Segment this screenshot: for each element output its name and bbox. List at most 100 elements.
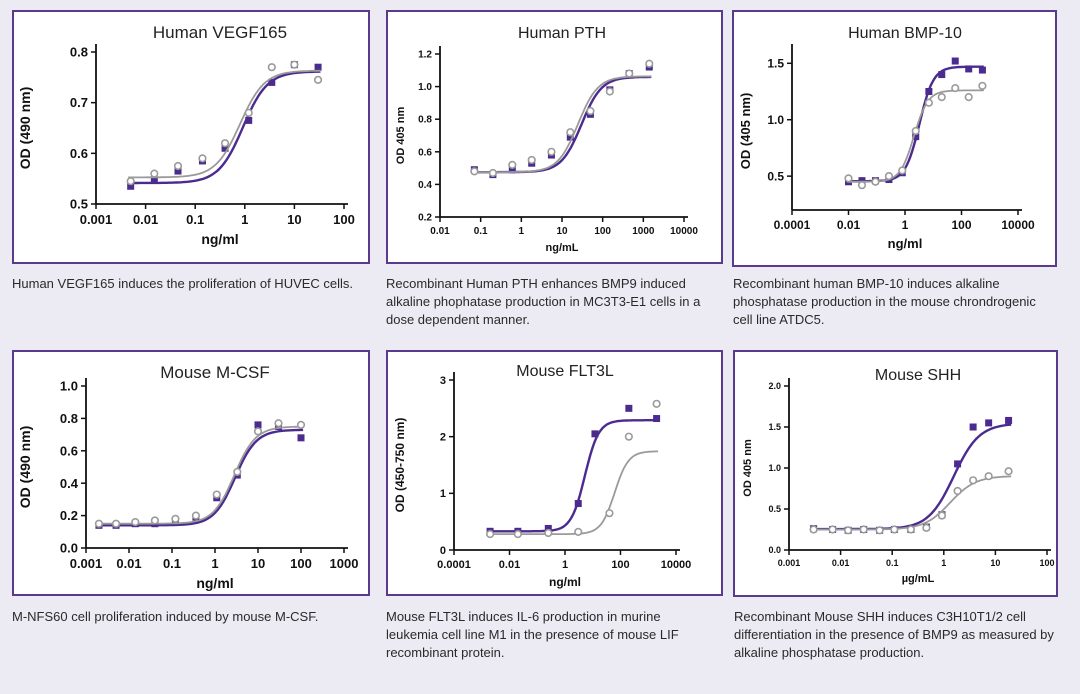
y-axis-label: OD 405 nm	[742, 439, 754, 497]
data-point-circle	[574, 527, 583, 536]
chart-svg: Human PTH 0.01 0.1 1 10 100 1000 10000 0.2 0.4 0.6…	[395, 25, 698, 254]
x-tick-label: 0.1	[186, 212, 204, 227]
data-point-circle	[171, 514, 180, 523]
y-tick-label: 1.0	[768, 463, 781, 473]
y-tick-label: 0.8	[60, 411, 78, 426]
chart-title: Mouse FLT3L	[516, 363, 614, 380]
data-point-circle	[951, 84, 960, 93]
y-axis-label: OD (490 nm)	[17, 87, 33, 169]
data-point-circle	[984, 472, 993, 481]
data-point-square	[508, 166, 516, 174]
data-point-circle	[198, 154, 207, 163]
chart-panel-flt3l: Mouse FLT3L 0.0001 0.01 1 100 10000 0 1 2 3 ng/ml O…	[386, 350, 723, 596]
chart-title: Human VEGF165	[153, 23, 287, 42]
x-tick-label: 0.01	[837, 218, 861, 232]
data-point-circle	[844, 174, 853, 183]
data-point-circle	[937, 93, 946, 102]
data-point-circle	[527, 155, 536, 165]
y-tick-label: 0.5	[70, 197, 88, 212]
chart-panel-vegf165: Human VEGF165 0.001 0.01 0.1 1 10 100 0.5 0.6 0.7…	[12, 10, 370, 264]
data-point-square	[912, 133, 920, 141]
data-point-circle	[937, 511, 947, 520]
x-tick-label: 0.01	[133, 212, 158, 227]
data-point-square	[544, 524, 552, 532]
caption-bmp10: Recombinant human BMP-10 induces alkalin…	[733, 276, 1036, 327]
x-tick-label: 0.01	[499, 559, 520, 571]
data-point-circle	[875, 526, 884, 535]
data-point-square	[951, 57, 959, 65]
y-axis-label: OD (405 nm)	[738, 93, 753, 170]
caption-mcsf: M-NFS60 cell proliferation induced by mo…	[12, 609, 319, 624]
data-point-circle	[884, 172, 894, 181]
data-point-circle	[652, 399, 661, 408]
x-tick-label: 0.001	[80, 212, 113, 227]
data-point-circle	[544, 528, 553, 538]
data-point-square	[221, 144, 229, 152]
chart-svg: Human BMP-10 0.0001 0.01 1 100 10000 0.5 1.0 1.5…	[738, 25, 1035, 251]
data-point-circle	[274, 419, 283, 428]
data-point-circle	[253, 427, 263, 436]
x-tick-label: 10000	[1001, 218, 1035, 232]
data-point-square	[653, 415, 661, 423]
fit-curve-square-series	[847, 65, 984, 183]
y-tick-label: 0.8	[70, 45, 88, 60]
data-point-square	[625, 404, 633, 412]
x-tick-label: 0.01	[116, 556, 141, 571]
data-point-square	[245, 116, 253, 124]
y-tick-label: 0.4	[418, 180, 432, 191]
data-point-circle	[828, 525, 837, 534]
data-point-square	[969, 423, 977, 431]
data-point-circle	[586, 106, 595, 116]
data-point-circle	[212, 490, 221, 499]
data-point-circle	[898, 166, 907, 175]
x-tick-label: 1	[211, 556, 218, 571]
data-point-circle	[857, 181, 867, 190]
x-axis-label: ng/ml	[549, 575, 581, 589]
y-tick-label: 2.0	[768, 381, 781, 391]
data-point-square	[985, 419, 993, 427]
data-point-circle	[924, 98, 933, 107]
x-tick-label: 0.1	[163, 556, 181, 571]
data-point-circle	[267, 63, 276, 72]
y-tick-label: 1.5	[768, 422, 781, 432]
data-point-circle	[906, 525, 915, 534]
data-point-circle	[547, 147, 556, 156]
y-tick-label: 0.6	[418, 147, 432, 158]
data-point-circle	[220, 139, 230, 148]
y-tick-label: 0.6	[60, 443, 78, 458]
chart-svg: Mouse SHH 0.001 0.01 0.1 1 10 100 0.0 0.5 1.0 1.5 2…	[742, 367, 1055, 585]
y-tick-label: 0.0	[60, 541, 78, 556]
data-point-square	[574, 500, 582, 508]
data-point-circle	[605, 87, 614, 96]
caption-shh: Recombinant Mouse SHH induces C3H10T1/2 …	[734, 609, 1054, 660]
y-tick-label: 0.7	[70, 95, 88, 110]
data-point-circle	[513, 530, 522, 539]
data-point-circle	[488, 168, 498, 178]
data-point-circle	[911, 126, 920, 136]
data-point-circle	[244, 108, 253, 117]
fit-curve-circle-series	[811, 475, 1012, 531]
fit-curve-square-series	[811, 423, 1012, 531]
y-tick-label: 1.0	[767, 113, 784, 127]
data-point-circle	[566, 128, 575, 137]
caption-pth: Recombinant Human PTH enhances BMP9 indu…	[386, 276, 701, 327]
x-tick-label: 1	[241, 212, 248, 227]
x-axis-label: ng/mL	[546, 242, 579, 254]
fit-curve-square-series	[128, 70, 321, 185]
x-tick-label: 0.1	[474, 226, 488, 237]
fit-curve-circle-series	[472, 75, 652, 174]
chart-panel-bmp10: Human BMP-10 0.0001 0.01 1 100 10000 0.5 1.0 1.5…	[732, 10, 1057, 267]
data-point-square	[938, 71, 946, 79]
data-point-square	[858, 177, 866, 185]
y-axis-label: OD (490 nm)	[17, 426, 33, 508]
caption-vegf165: Human VEGF165 induces the proliferation …	[12, 276, 354, 291]
y-tick-label: 0.4	[60, 476, 79, 491]
data-point-circle	[624, 432, 633, 441]
data-point-circle	[150, 516, 159, 525]
x-tick-label: 0.0001	[437, 559, 471, 571]
data-point-circle	[625, 69, 634, 78]
fit-curve-square-series	[472, 75, 652, 174]
x-tick-label: 1	[902, 218, 909, 232]
y-tick-label: 0.0	[768, 545, 781, 555]
y-tick-label: 3	[440, 375, 446, 387]
